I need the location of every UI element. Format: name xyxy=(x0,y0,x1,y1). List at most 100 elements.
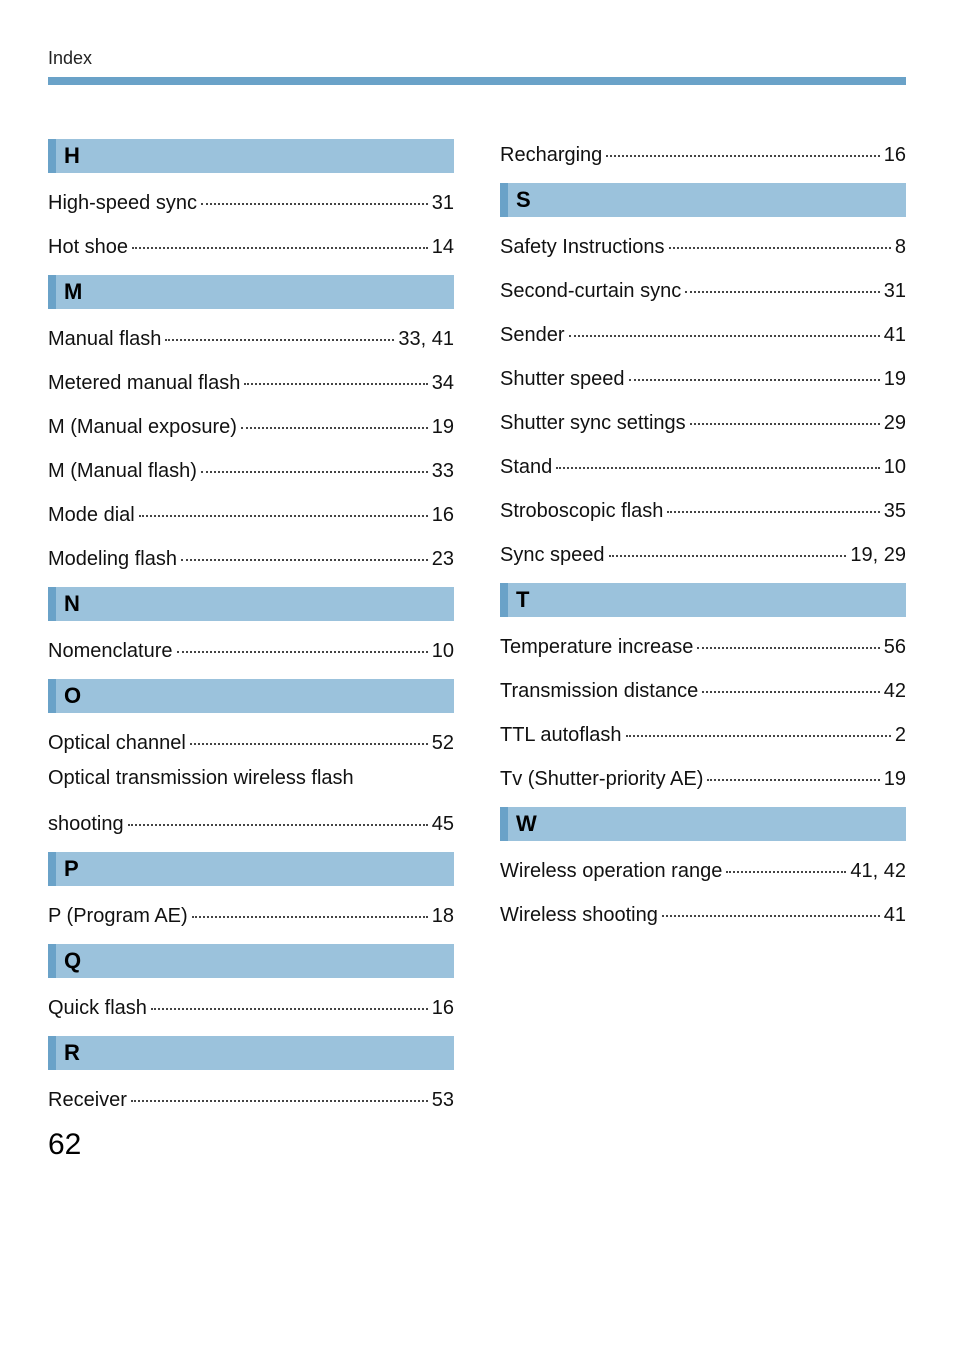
index-label: TTL autoflash xyxy=(500,725,622,745)
columns: H High-speed sync 31 Hot shoe 14 M Manua… xyxy=(48,121,906,1162)
leader-dots xyxy=(702,671,880,693)
index-entry: Shutter speed 19 xyxy=(500,363,906,389)
leader-dots xyxy=(177,631,428,653)
index-pages: 56 xyxy=(884,637,906,657)
index-pages: 16 xyxy=(432,998,454,1018)
section-O: O xyxy=(48,679,454,713)
index-entry: M (Manual exposure) 19 xyxy=(48,411,454,437)
section-T: T xyxy=(500,583,906,617)
index-entry: M (Manual flash) 33 xyxy=(48,455,454,481)
index-label: M (Manual flash) xyxy=(48,461,197,481)
index-label: Sender xyxy=(500,325,565,345)
leader-dots xyxy=(690,403,880,425)
index-label: Manual flash xyxy=(48,329,161,349)
leader-dots xyxy=(685,271,880,293)
index-label: Stroboscopic flash xyxy=(500,501,663,521)
index-label: High-speed sync xyxy=(48,193,197,213)
index-label: Sync speed xyxy=(500,545,605,565)
index-label: Mode dial xyxy=(48,505,135,525)
index-label: M (Manual exposure) xyxy=(48,417,237,437)
index-pages: 31 xyxy=(884,281,906,301)
leader-dots xyxy=(629,359,880,381)
page-number: 62 xyxy=(48,1128,454,1162)
leader-dots xyxy=(131,1080,428,1102)
index-pages: 16 xyxy=(884,145,906,165)
index-entry: Nomenclature 10 xyxy=(48,635,454,661)
index-entry: Mode dial 16 xyxy=(48,499,454,525)
leader-dots xyxy=(190,723,428,745)
index-label: Temperature increase xyxy=(500,637,693,657)
leader-dots xyxy=(667,491,879,513)
index-entry: Stand 10 xyxy=(500,451,906,477)
index-label: Optical channel xyxy=(48,733,186,753)
index-label: Transmission distance xyxy=(500,681,698,701)
index-pages: 33 xyxy=(432,461,454,481)
index-entry: Receiver 53 xyxy=(48,1084,454,1110)
index-pages: 10 xyxy=(884,457,906,477)
index-label: Modeling flash xyxy=(48,549,177,569)
leader-dots xyxy=(626,715,891,737)
index-pages: 33, 41 xyxy=(398,329,454,349)
leader-dots xyxy=(726,851,846,873)
index-label: Metered manual flash xyxy=(48,373,240,393)
index-pages: 10 xyxy=(432,641,454,661)
leader-dots xyxy=(697,627,879,649)
index-pages: 19 xyxy=(884,369,906,389)
index-entry: Optical channel 52 xyxy=(48,727,454,753)
index-pages: 8 xyxy=(895,237,906,257)
index-entry: Temperature increase 56 xyxy=(500,631,906,657)
header-rule xyxy=(48,77,906,85)
index-entry: Stroboscopic flash 35 xyxy=(500,495,906,521)
section-M: M xyxy=(48,275,454,309)
index-pages: 19 xyxy=(432,417,454,437)
section-R: R xyxy=(48,1036,454,1070)
leader-dots xyxy=(181,539,428,561)
index-label: Stand xyxy=(500,457,552,477)
index-pages: 18 xyxy=(432,906,454,926)
index-pages: 35 xyxy=(884,501,906,521)
index-pages: 14 xyxy=(432,237,454,257)
index-pages: 2 xyxy=(895,725,906,745)
section-Q: Q xyxy=(48,944,454,978)
index-entry: High-speed sync 31 xyxy=(48,187,454,213)
leader-dots xyxy=(609,535,847,557)
index-entry: Metered manual flash 34 xyxy=(48,367,454,393)
index-entry: Wireless operation range 41, 42 xyxy=(500,855,906,881)
right-column: Recharging 16 S Safety Instructions 8 Se… xyxy=(500,121,906,1162)
page: Index H High-speed sync 31 Hot shoe 14 M… xyxy=(0,0,954,1182)
index-pages: 29 xyxy=(884,413,906,433)
index-pages: 41 xyxy=(884,325,906,345)
index-pages: 41 xyxy=(884,905,906,925)
index-entry: Modeling flash 23 xyxy=(48,543,454,569)
index-pages: 41, 42 xyxy=(850,861,906,881)
index-entry: shooting 45 xyxy=(48,808,454,834)
index-entry: Wireless shooting 41 xyxy=(500,899,906,925)
section-S: S xyxy=(500,183,906,217)
leader-dots xyxy=(556,447,879,469)
index-pages: 34 xyxy=(432,373,454,393)
index-entry: TTL autoflash 2 xyxy=(500,719,906,745)
index-entry: Sender 41 xyxy=(500,319,906,345)
index-label: Wireless shooting xyxy=(500,905,658,925)
section-P: P xyxy=(48,852,454,886)
index-label: Receiver xyxy=(48,1090,127,1110)
left-column: H High-speed sync 31 Hot shoe 14 M Manua… xyxy=(48,121,454,1162)
index-pages: 19 xyxy=(884,769,906,789)
index-entry: Safety Instructions 8 xyxy=(500,231,906,257)
leader-dots xyxy=(151,988,428,1010)
leader-dots xyxy=(128,804,428,826)
index-label: Nomenclature xyxy=(48,641,173,661)
index-label: Second-curtain sync xyxy=(500,281,681,301)
leader-dots xyxy=(201,451,428,473)
index-entry: Manual flash 33, 41 xyxy=(48,323,454,349)
index-label: Tv (Shutter-priority AE) xyxy=(500,769,703,789)
index-entry: Hot shoe 14 xyxy=(48,231,454,257)
leader-dots xyxy=(139,495,428,517)
leader-dots xyxy=(669,227,891,249)
index-pages: 23 xyxy=(432,549,454,569)
index-entry: Shutter sync settings 29 xyxy=(500,407,906,433)
leader-dots xyxy=(569,315,880,337)
index-pages: 19, 29 xyxy=(850,545,906,565)
leader-dots xyxy=(192,896,428,918)
index-label: shooting xyxy=(48,814,124,834)
